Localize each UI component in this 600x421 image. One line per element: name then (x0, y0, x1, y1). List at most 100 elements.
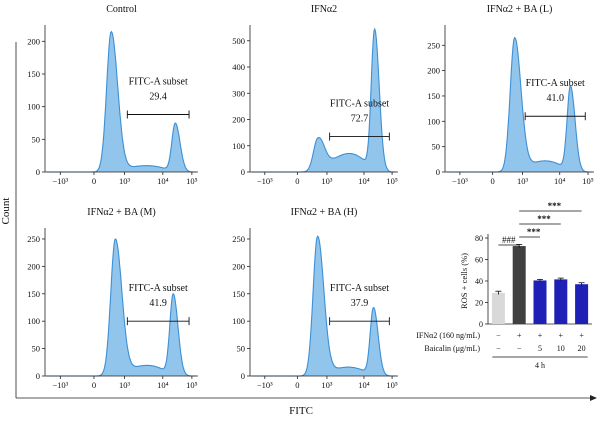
y-tick-label: 50 (237, 344, 246, 354)
x-tick-label: 10⁵ (186, 380, 198, 390)
x-tick-label: 10⁵ (386, 380, 398, 390)
y-tick-label: 100 (232, 316, 245, 326)
x-tick-label: 0 (491, 176, 495, 186)
row2-value: 20 (578, 344, 586, 353)
x-tick-label: 10⁴ (157, 380, 169, 390)
count-axis-label: Count (0, 198, 12, 225)
x-tick-label: 0 (92, 176, 96, 186)
x-tick-label: 10³ (119, 380, 131, 390)
y-tick-label: 200 (27, 36, 40, 46)
histogram-fill (251, 29, 397, 172)
x-tick-label: 0 (92, 380, 96, 390)
y-tick-label: 0 (36, 371, 40, 381)
bar-y-tick-label: 20 (475, 299, 483, 308)
y-tick-label: 200 (232, 115, 245, 125)
bar-y-tick-label: 60 (475, 256, 483, 265)
row1-value: + (517, 331, 522, 340)
gate-name: FITC-A subset (129, 283, 188, 294)
row2-value: − (517, 344, 522, 353)
row1-value: + (538, 331, 543, 340)
histogram-fill (46, 239, 197, 376)
x-tick-label: −10³ (257, 176, 273, 186)
gate-marker: FITC-A subset 72.7 (329, 99, 390, 141)
y-tick-label: 200 (232, 261, 245, 271)
y-tick-label: 0 (241, 167, 245, 177)
panel-title: IFNα2 + BA (M) (87, 207, 155, 218)
figure-axis-labels: Count FITC (0, 42, 597, 417)
gate-marker: FITC-A subset 41.9 (126, 283, 190, 326)
y-tick-label: 200 (427, 66, 440, 76)
x-tick-label: 10⁵ (186, 176, 198, 186)
bar-y-axis-label: ROS + cells (%) (459, 253, 469, 309)
gate-percent: 72.7 (351, 114, 369, 125)
y-tick-label: 250 (27, 234, 40, 244)
gate-percent: 41.9 (149, 298, 167, 309)
x-tick-label: −10³ (52, 176, 68, 186)
significance-label: *** (548, 201, 562, 211)
time-label: 4 h (535, 361, 545, 370)
bar-y-tick-label: 40 (475, 277, 483, 286)
y-tick-label: 100 (427, 116, 440, 126)
y-tick-label: 150 (232, 289, 245, 299)
histogram-panel: IFNα2 + BA (L) 0 50 100 150 200 250 −10³ 0 10³ 10⁴… (427, 4, 594, 186)
y-tick-label: 150 (27, 69, 40, 79)
x-tick-label: 0 (295, 176, 299, 186)
x-tick-label: 10³ (517, 176, 529, 186)
x-tick-label: −10³ (257, 380, 273, 390)
y-tick-label: 50 (32, 344, 41, 354)
gate-percent: 37.9 (351, 298, 369, 309)
ros-bar-chart: 0 20 40 60 80 ROS + cells (%) ### *** *** *** IFNα… (416, 201, 592, 370)
x-tick-label: 10⁵ (386, 176, 398, 186)
row-label-ifn: IFNα2 (160 ng/mL) (416, 331, 480, 340)
histogram-fill (46, 31, 197, 172)
gate-name: FITC-A subset (330, 99, 389, 110)
x-tick-label: −10³ (452, 176, 468, 186)
gate-marker: FITC-A subset 37.9 (329, 283, 390, 326)
y-tick-label: 150 (427, 91, 440, 101)
row-label-baicalin: Baicalin (μg/mL) (424, 344, 480, 353)
fitc-axis-arrow (590, 395, 597, 401)
histogram-panel: Control 0 50 100 150 200 −10³ 0 10³ 10⁴ 10⁵ FITC-A … (27, 4, 198, 186)
bar (491, 292, 505, 324)
bar-y-tick-label: 80 (475, 234, 483, 243)
bar (533, 280, 547, 324)
x-tick-label: 10⁵ (582, 176, 594, 186)
x-tick-label: 10³ (321, 380, 333, 390)
fitc-axis-label: FITC (289, 405, 313, 417)
panel-title: IFNα2 (311, 4, 337, 15)
y-tick-label: 100 (27, 102, 40, 112)
x-tick-label: 10⁴ (554, 176, 566, 186)
row1-value: − (496, 331, 501, 340)
y-tick-label: 300 (232, 88, 245, 98)
y-tick-label: 0 (36, 167, 40, 177)
y-tick-label: 50 (32, 134, 41, 144)
gate-percent: 41.0 (546, 93, 564, 104)
gate-name: FITC-A subset (330, 283, 389, 294)
histogram-fill (446, 37, 593, 173)
gate-marker: FITC-A subset 29.4 (126, 77, 190, 119)
significance-label: *** (537, 214, 551, 224)
gate-name: FITC-A subset (526, 78, 585, 89)
panel-title: IFNα2 + BA (L) (487, 4, 553, 15)
y-tick-label: 100 (27, 316, 40, 326)
x-tick-label: 10⁴ (358, 380, 370, 390)
y-tick-label: 250 (232, 234, 245, 244)
x-tick-label: 10⁴ (358, 176, 370, 186)
y-tick-label: 0 (241, 371, 245, 381)
y-tick-label: 0 (436, 167, 440, 177)
bar (554, 279, 568, 324)
y-tick-label: 150 (27, 289, 40, 299)
histogram-panel: IFNα2 + BA (M) 0 50 100 150 200 250 −10³ 0 10³ 10⁴… (27, 207, 198, 390)
histogram-fill (251, 236, 397, 376)
histogram-panel: IFNα2 0 100 200 300 400 500 −10³ 0 10³ 10⁴ 10⁵ FITC-… (232, 4, 398, 186)
row2-value: − (496, 344, 501, 353)
bar (575, 284, 589, 324)
bar (512, 246, 526, 324)
panel-title: IFNα2 + BA (H) (291, 207, 358, 218)
x-tick-label: 10⁴ (157, 176, 169, 186)
row1-value: + (559, 331, 564, 340)
histogram-panel: IFNα2 + BA (H) 0 50 100 150 200 250 −10³ 0 10³ 10⁴… (232, 207, 398, 390)
row2-value: 5 (538, 344, 542, 353)
